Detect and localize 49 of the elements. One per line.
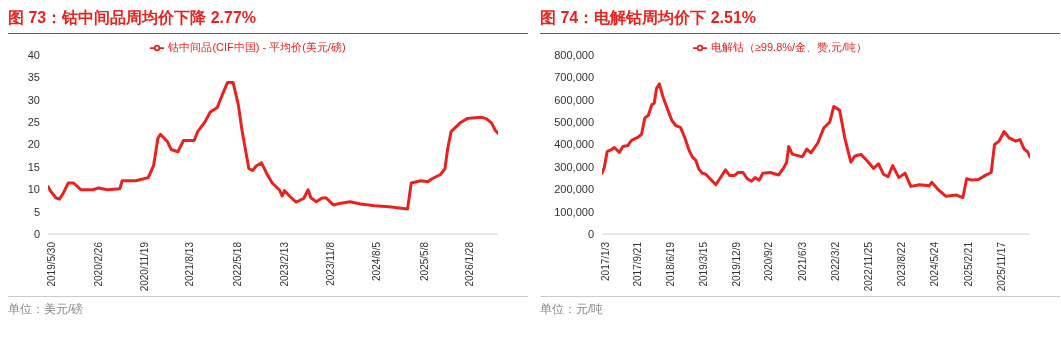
y-tick-label: 20: [27, 138, 40, 151]
y-tick-label: 15: [27, 160, 40, 173]
x-tick-label: 2020/2/26: [92, 241, 104, 287]
x-tick-label: 2022/3/2: [830, 241, 842, 281]
y-tick-label: 5: [33, 205, 40, 218]
y-tick-label: 10: [27, 183, 40, 196]
x-tick-label: 2019/3/15: [697, 241, 709, 287]
x-tick-label: 2018/6/19: [665, 241, 677, 287]
line-series: [602, 82, 1030, 200]
y-tick-label: 40: [27, 49, 40, 61]
legend-label: 电解钴（≥99.8%/金、赞,元/吨）: [710, 41, 868, 53]
x-tick-label: 2025/5/8: [418, 241, 430, 281]
x-tick-label: 2017/9/21: [631, 241, 643, 287]
x-tick-label: 2025/2/21: [962, 241, 974, 287]
x-tick-label: 2019/12/9: [730, 241, 742, 287]
x-tick-label: 2023/8/22: [895, 241, 907, 287]
y-tick-label: 400,000: [554, 138, 594, 151]
y-tick-label: 300,000: [554, 160, 594, 173]
x-tick-label: 2024/5/24: [929, 241, 941, 287]
x-tick-label: 2021/8/13: [184, 241, 196, 287]
y-tick-label: 100,000: [554, 205, 594, 218]
y-tick-label: 30: [27, 93, 40, 106]
legend-label: 钴中间品(CIF中国) - 平均价(美元/磅): [168, 41, 346, 53]
chart-title: 图 73：钴中间品周均价下降 2.77%: [8, 8, 528, 34]
text: 单位：元/吨: [540, 301, 605, 318]
x-tick-label: 2022/5/18: [232, 241, 244, 287]
x-tick-label: 2020/9/2: [763, 241, 775, 281]
y-tick-label: 500,000: [554, 116, 594, 129]
y-tick-label: 200,000: [554, 183, 594, 196]
y-tick-label: 800,000: [554, 49, 594, 61]
line-series: [48, 80, 498, 211]
y-tick-label: 0: [587, 227, 594, 240]
x-tick-label: 2023/11/8: [324, 241, 336, 286]
x-tick-label: 2022/11/25: [862, 241, 874, 292]
y-tick-label: 700,000: [554, 71, 594, 84]
x-tick-label: 2026/1/28: [464, 241, 476, 287]
text: 单位：美元/磅: [8, 301, 85, 318]
y-tick-label: 35: [27, 71, 40, 84]
x-tick-label: 2025/11/17: [995, 241, 1007, 292]
x-tick-label: 2017/1/3: [600, 241, 612, 281]
x-tick-label: 2020/11/19: [138, 241, 150, 292]
x-tick-label: 2019/5/30: [46, 241, 58, 287]
x-tick-label: 2023/2/13: [278, 241, 290, 287]
y-tick-label: 0: [33, 227, 40, 240]
y-tick-label: 600,000: [554, 93, 594, 106]
chart-title: 图 74：电解钴周均价下 2.51%: [540, 8, 1060, 34]
x-tick-label: 2021/6/3: [796, 241, 808, 281]
x-tick-label: 2024/8/5: [371, 241, 383, 281]
y-tick-label: 25: [27, 116, 40, 129]
